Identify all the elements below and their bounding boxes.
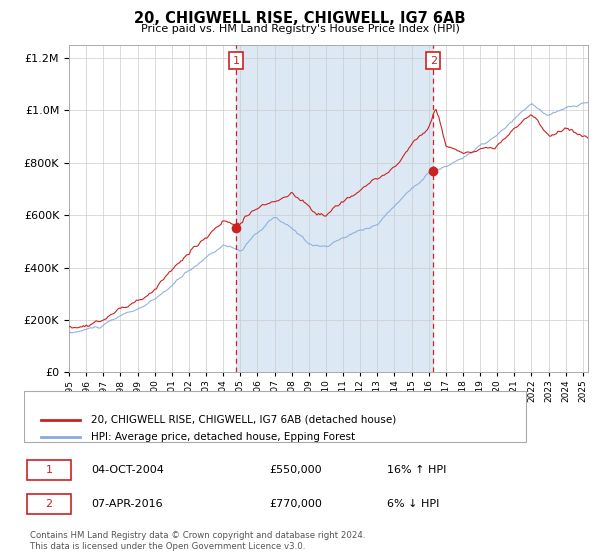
Bar	[236, 45, 433, 372]
FancyBboxPatch shape	[27, 460, 71, 480]
FancyBboxPatch shape	[24, 391, 526, 442]
Text: £550,000: £550,000	[269, 465, 322, 475]
Text: HPI: Average price, detached house, Epping Forest: HPI: Average price, detached house, Eppi…	[91, 432, 355, 442]
Text: 20, CHIGWELL RISE, CHIGWELL, IG7 6AB: 20, CHIGWELL RISE, CHIGWELL, IG7 6AB	[134, 11, 466, 26]
Text: 07-APR-2016: 07-APR-2016	[91, 499, 163, 509]
Text: 1: 1	[46, 465, 53, 475]
Text: 1: 1	[233, 55, 239, 66]
FancyBboxPatch shape	[27, 494, 71, 514]
Text: 16% ↑ HPI: 16% ↑ HPI	[387, 465, 446, 475]
Text: Contains HM Land Registry data © Crown copyright and database right 2024.
This d: Contains HM Land Registry data © Crown c…	[29, 531, 365, 550]
Text: 2: 2	[430, 55, 437, 66]
Text: 2: 2	[46, 499, 53, 509]
Text: 6% ↓ HPI: 6% ↓ HPI	[387, 499, 439, 509]
Text: Price paid vs. HM Land Registry's House Price Index (HPI): Price paid vs. HM Land Registry's House …	[140, 24, 460, 34]
Text: 20, CHIGWELL RISE, CHIGWELL, IG7 6AB (detached house): 20, CHIGWELL RISE, CHIGWELL, IG7 6AB (de…	[91, 415, 396, 425]
Text: £770,000: £770,000	[269, 499, 322, 509]
Text: 04-OCT-2004: 04-OCT-2004	[91, 465, 164, 475]
